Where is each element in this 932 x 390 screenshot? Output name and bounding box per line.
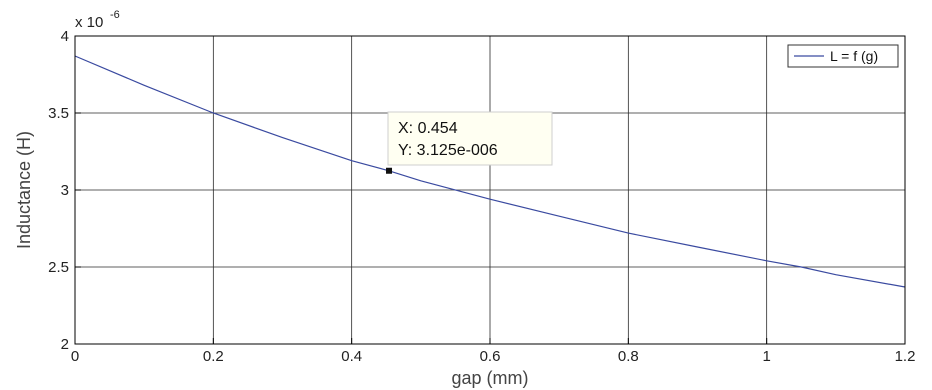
y-exponent: x 10 -6	[75, 9, 120, 31]
datatip-marker[interactable]	[386, 167, 393, 174]
datatip-x-text: X: 0.454	[398, 120, 458, 137]
legend: L = f (g)	[787, 44, 899, 68]
y-tick-label: 2	[61, 336, 69, 353]
x-tick-label: 1.2	[895, 348, 916, 365]
y-tick-label: 3	[61, 182, 69, 199]
legend-box	[787, 44, 899, 68]
datatip: X: 0.454 Y: 3.125e-006	[386, 111, 553, 174]
y-tick-label: 4	[61, 28, 69, 45]
y-exponent-power: -6	[110, 9, 120, 21]
datatip-y-text: Y: 3.125e-006	[398, 142, 498, 159]
datatip-box	[387, 111, 553, 166]
y-exponent-base: x 10	[75, 14, 103, 31]
x-tick-label: 0.8	[618, 348, 639, 365]
x-tick-label: 0.6	[480, 348, 501, 365]
y-tick-label: 3.5	[48, 105, 69, 122]
series-line	[74, 55, 906, 288]
tick-labels: 0 0.2 0.4 0.6 0.8 1 1.2 2 2.5 3 3.5 4	[48, 28, 915, 365]
x-tick-label: 0.4	[341, 348, 362, 365]
x-tick-label: 0	[71, 348, 79, 365]
y-tick-label: 2.5	[48, 259, 69, 276]
x-tick-label: 1	[762, 348, 770, 365]
y-axis-label: Inductance (H)	[14, 131, 34, 249]
x-axis-label: gap (mm)	[451, 368, 528, 388]
legend-label: L = f (g)	[830, 48, 878, 64]
series-layer	[74, 55, 906, 288]
x-tick-label: 0.2	[203, 348, 224, 365]
